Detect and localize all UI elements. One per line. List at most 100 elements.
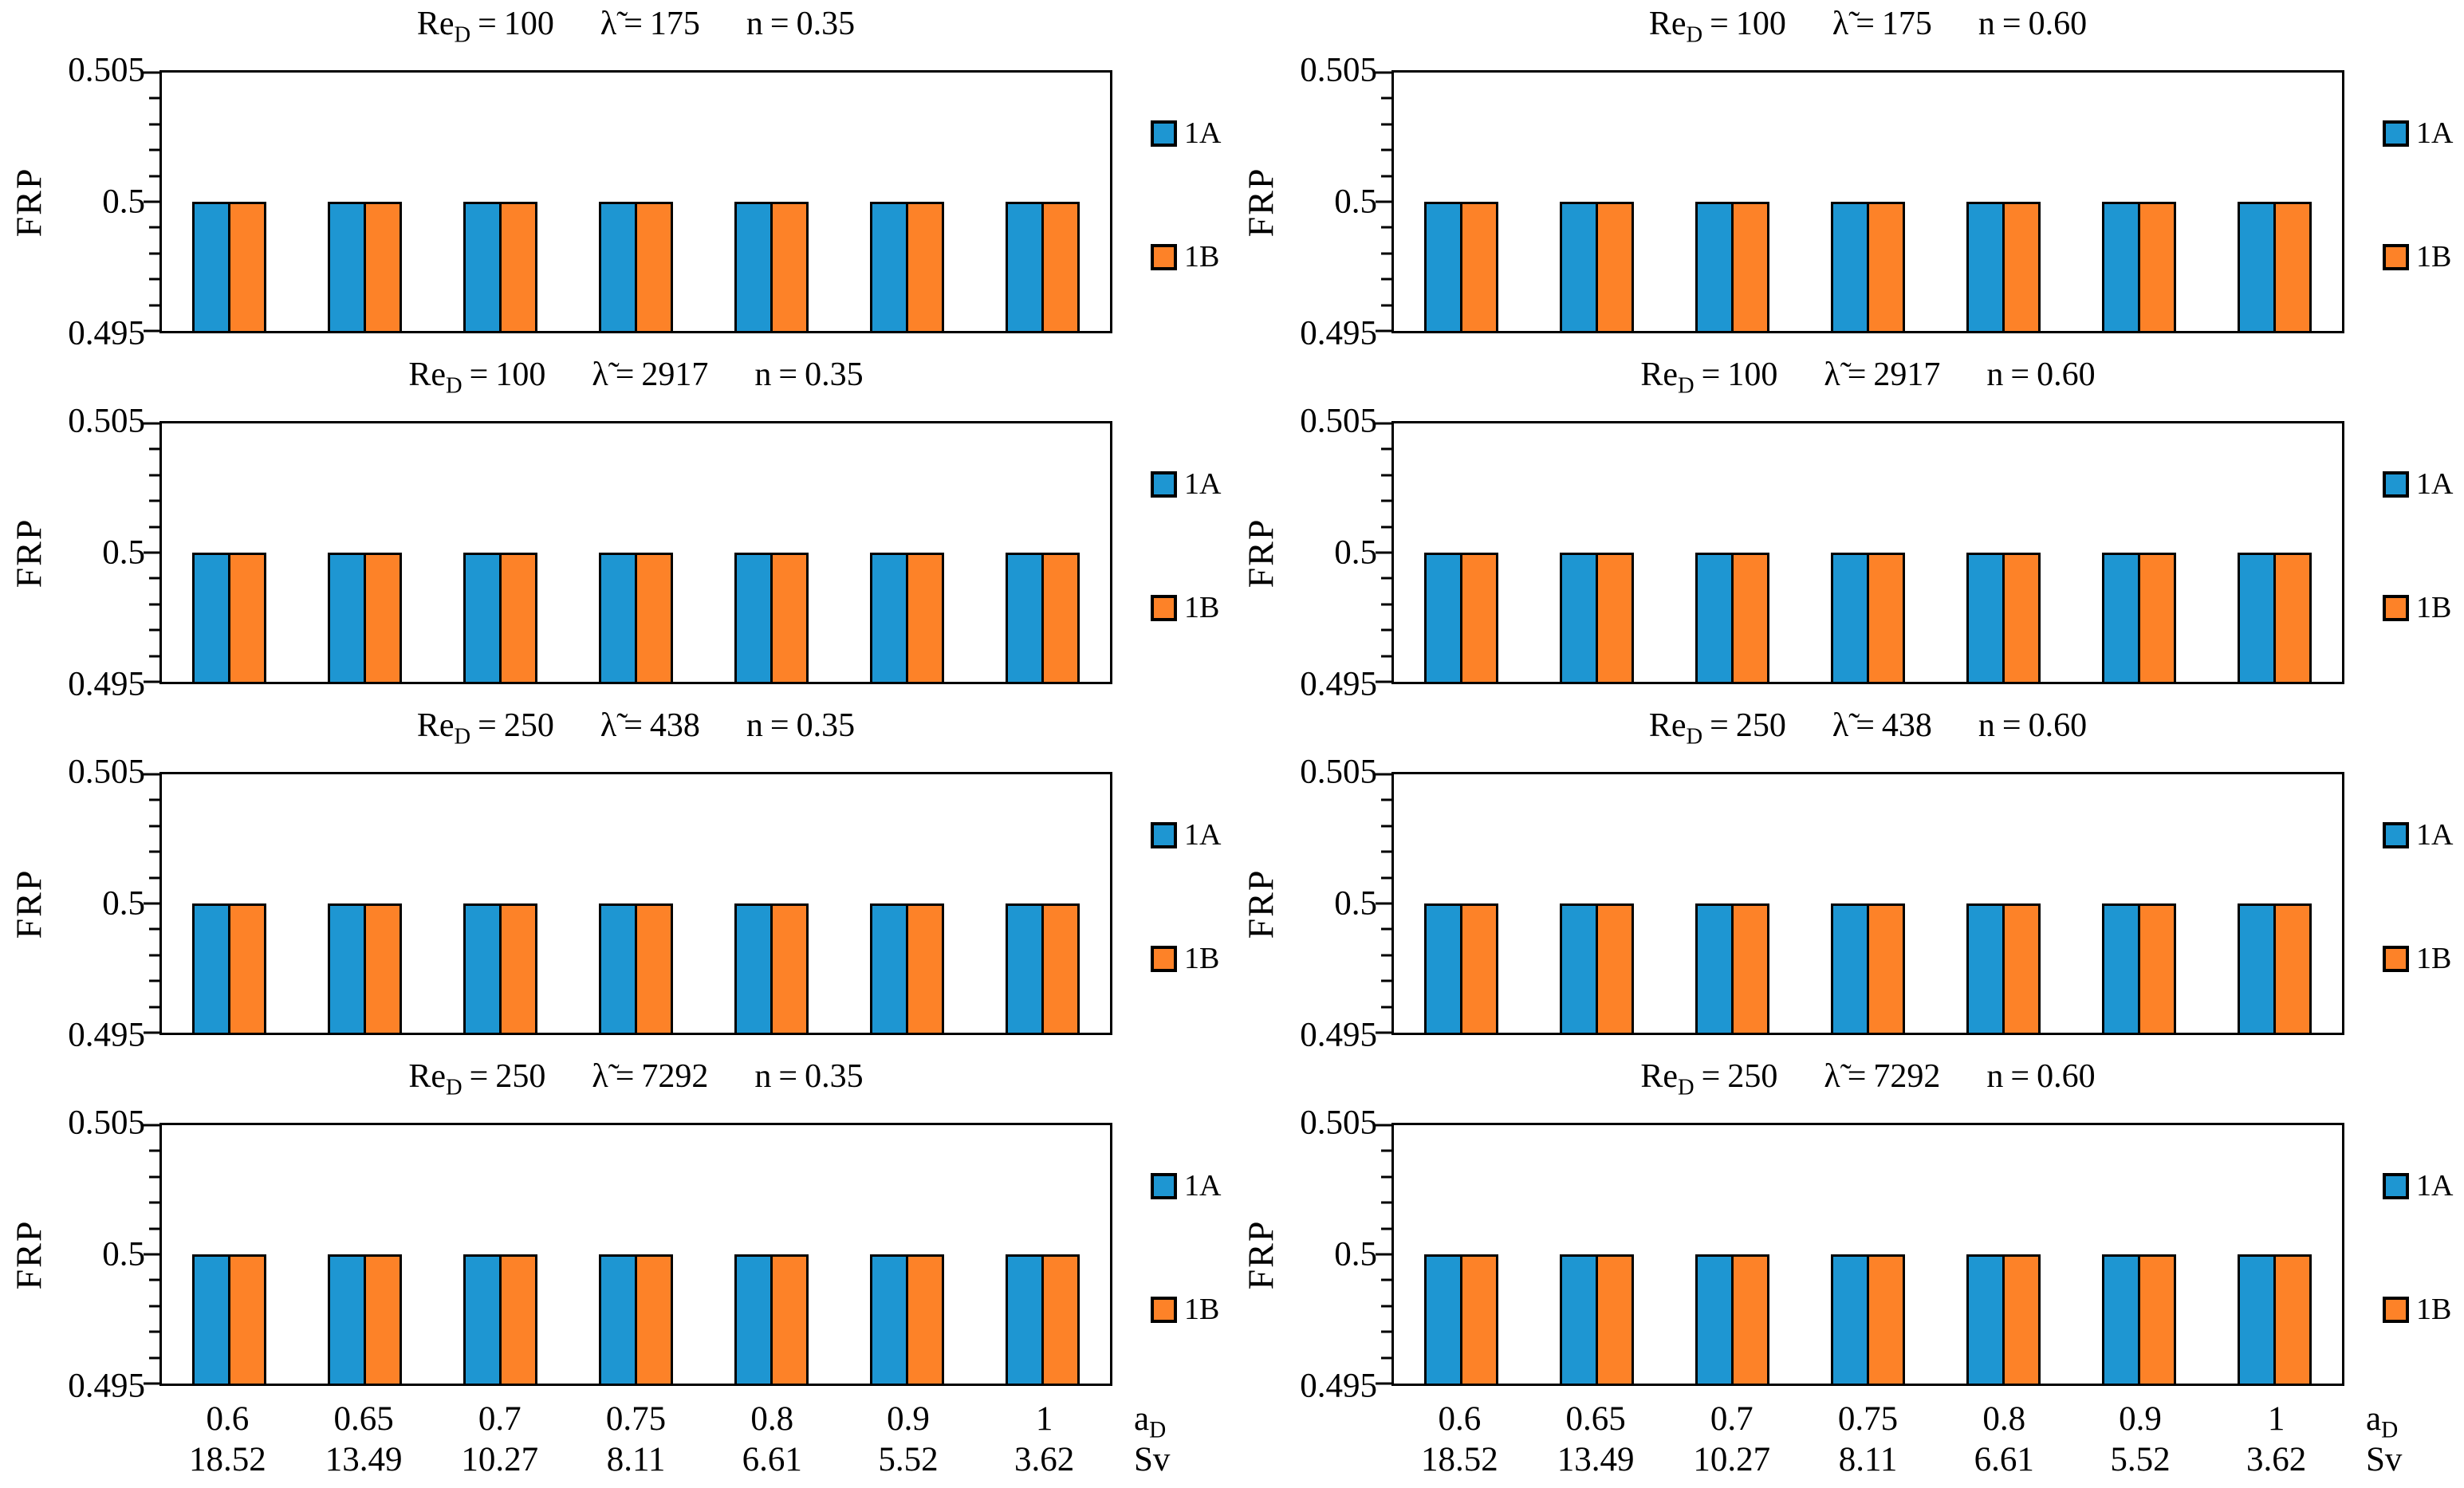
y-axis-tick [1376, 680, 1391, 683]
y-axis-tick [149, 1305, 159, 1308]
legend-swatch-1b [1151, 594, 1177, 621]
bar-group [1665, 73, 1801, 331]
y-axis-tick [149, 123, 159, 126]
bar-1b [1731, 903, 1770, 1033]
bar-1a [2101, 1254, 2140, 1384]
lambda-value: 7292 [1873, 1058, 1941, 1095]
legend-swatch-1a [2383, 120, 2409, 147]
y-axis-tick [1376, 329, 1391, 333]
bars-layer [1394, 774, 2342, 1033]
re-subscript: D [1678, 373, 1694, 399]
x-tick-label-sv: 5.52 [2110, 1441, 2171, 1478]
bar-group [1394, 73, 1529, 331]
bar-1a [869, 1254, 908, 1384]
bar-group [433, 774, 569, 1033]
title-re-segment: ReD = 250 [408, 1057, 546, 1099]
bar-1b [2273, 903, 2312, 1033]
bar-group [569, 1125, 704, 1384]
bar-1b [635, 1254, 673, 1384]
re-value: 250 [495, 1058, 546, 1095]
bar-1b [770, 1254, 809, 1384]
y-tick-label: 0.495 [1300, 1016, 1377, 1054]
title-re-segment: ReD = 250 [1640, 1057, 1777, 1099]
y-axis-tick [1381, 1006, 1391, 1009]
bar-group [974, 423, 1110, 682]
bar-1b [1867, 553, 1905, 682]
re-value: 100 [495, 356, 546, 393]
bar-1a [2101, 202, 2140, 331]
y-axis-tick [149, 927, 159, 931]
y-tick-label: 0.505 [68, 402, 145, 440]
bar-1b [635, 202, 673, 331]
bar-group [1801, 73, 1936, 331]
n-value: 0.35 [796, 707, 856, 744]
x-axis-unit-ad: aD [1134, 1399, 1166, 1442]
x-tick-label-ad: 1 [2267, 1400, 2285, 1438]
legend-swatch-1b [1151, 945, 1177, 972]
y-axis-tick [149, 1227, 159, 1230]
legend-item-1a: 1A [2383, 469, 2453, 499]
bar-1b [905, 903, 944, 1033]
lambda-value: 175 [649, 6, 700, 42]
bar-1a [1695, 903, 1734, 1033]
y-tick-label: 0.505 [68, 51, 145, 89]
y-axis-tick [1381, 927, 1391, 931]
bar-1a [1695, 1254, 1734, 1384]
y-axis-tick [149, 1330, 159, 1333]
title-n-segment: n = 0.35 [754, 1057, 863, 1096]
bar-group [1935, 1125, 2071, 1384]
lambda-symbol: λ̃ [600, 6, 617, 42]
bar-1a [599, 553, 637, 682]
y-axis-tick [1381, 850, 1391, 853]
plot-area [144, 1123, 1112, 1386]
y-axis-tick [1381, 96, 1391, 100]
y-axis-tick [149, 447, 159, 451]
bar-1a [1966, 202, 2005, 331]
re-subscript: D [1686, 22, 1703, 48]
bars-layer [162, 1125, 1110, 1384]
x-tick-label-ad-row: 0.6 0.65 0.7 0.75 0.8 0.9 1 [159, 1399, 1112, 1439]
bar-1b [905, 1254, 944, 1384]
chart-title: ReD = 250 λ̃ = 438 n = 0.35 [159, 707, 1112, 748]
x-tick-label-sv: 18.52 [1420, 1441, 1498, 1478]
bar-group [2071, 1125, 2206, 1384]
legend-label-1b: 1B [2416, 240, 2452, 274]
y-tick-label: 0.5 [102, 533, 145, 572]
re-subscript: D [454, 724, 471, 750]
equals-sign: = [2002, 707, 2021, 744]
bar-group [839, 774, 974, 1033]
bar-1b [228, 202, 267, 331]
equals-sign: = [1856, 707, 1875, 744]
bar-1a [463, 1254, 502, 1384]
plot-area [1376, 421, 2344, 684]
equals-sign: = [615, 356, 635, 393]
legend-swatch-1a [2383, 470, 2409, 498]
bar-group [974, 774, 1110, 1033]
bar-group [1935, 423, 2071, 682]
chart-panel-row4-left: ReD = 250 λ̃ = 7292 n = 0.35 FRP 0.505 0.5 0.495… [0, 1053, 1232, 1488]
y-axis-tick [1376, 71, 1391, 74]
y-axis-tick [1381, 252, 1391, 255]
bar-group [1935, 774, 2071, 1033]
x-tick-label-ad: 0.65 [1565, 1400, 1626, 1438]
y-tick-label: 0.5 [1334, 183, 1377, 221]
y-axis-tick [149, 655, 159, 658]
bar-1a [192, 202, 231, 331]
y-axis-tick [144, 71, 159, 74]
legend-label-1b: 1B [1184, 1293, 1220, 1326]
legend-item-1b: 1B [2383, 1294, 2451, 1325]
x-tick-label-sv: 5.52 [878, 1441, 939, 1478]
y-tick-label: 0.505 [68, 1104, 145, 1142]
lambda-symbol: λ̃ [600, 707, 617, 744]
y-axis-tick [1381, 1330, 1391, 1333]
bars-layer [1394, 1125, 2342, 1384]
legend-item-1b: 1B [1151, 592, 1219, 623]
bar-1a [1966, 1254, 2005, 1384]
bar-group [1935, 73, 2071, 331]
chart-title: ReD = 100 λ̃ = 2917 n = 0.60 [1391, 356, 2344, 397]
bar-1b [1596, 1254, 1635, 1384]
x-axis-unit-sv: Sv [2366, 1441, 2403, 1478]
legend-swatch-1b [2383, 243, 2409, 270]
y-axis-tick [1381, 628, 1391, 632]
chart-panel-row4-right: ReD = 250 λ̃ = 7292 n = 0.60 FRP 0.505 0.5 0.495… [1232, 1053, 2464, 1488]
